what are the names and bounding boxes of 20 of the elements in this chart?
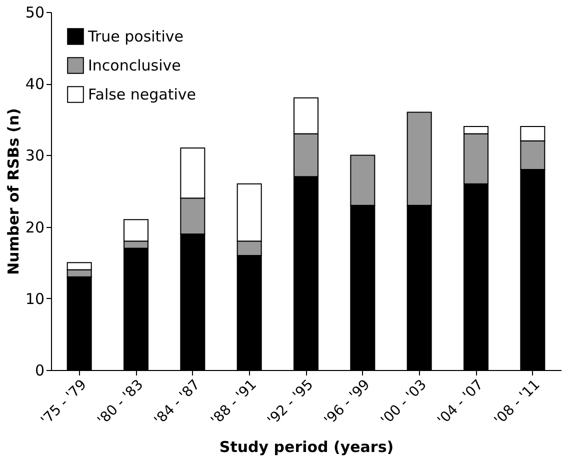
y-tick-label: 20	[25, 218, 44, 236]
x-axis-title: Study period (years)	[219, 438, 394, 456]
x-tick-label: '75 - '79	[38, 376, 90, 429]
y-tick-label: 50	[25, 4, 44, 22]
y-tick-label: 0	[34, 362, 44, 380]
legend-label: Inconclusive	[88, 56, 181, 74]
x-tick-label: '80 - '83	[94, 376, 147, 429]
y-tick-label: 40	[25, 75, 44, 94]
y-tick-label: 30	[25, 146, 44, 165]
y-tick-label: 10	[25, 290, 44, 308]
x-tick-label: '88 - '91	[208, 376, 260, 429]
x-tick-label: '96 - '99	[321, 376, 374, 429]
x-tick-label: '92 - '95	[264, 376, 317, 429]
legend-label: False negative	[88, 86, 196, 104]
y-axis-title: Number of RSBs (n)	[4, 108, 22, 275]
x-tick-label: '04 - '07	[434, 376, 487, 429]
legend-label: True positive	[87, 28, 184, 46]
x-tick-label: '08 - '11	[491, 376, 544, 429]
x-tick-label: '00 - '03	[378, 376, 430, 429]
x-tick-label: '84 - '87	[151, 376, 204, 429]
